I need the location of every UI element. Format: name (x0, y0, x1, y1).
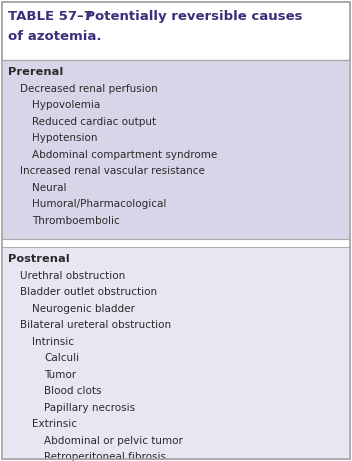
Text: Extrinsic: Extrinsic (32, 419, 77, 429)
Text: Retroperitoneal fibrosis: Retroperitoneal fibrosis (44, 452, 166, 461)
Text: Prerenal: Prerenal (8, 67, 63, 77)
Text: Papillary necrosis: Papillary necrosis (44, 402, 135, 413)
Text: Calculi: Calculi (44, 353, 79, 363)
Text: Bilateral ureteral obstruction: Bilateral ureteral obstruction (20, 320, 171, 330)
Text: Decreased renal perfusion: Decreased renal perfusion (20, 83, 158, 94)
Text: Blood clots: Blood clots (44, 386, 101, 396)
Text: Urethral obstruction: Urethral obstruction (20, 271, 125, 280)
Text: Bladder outlet obstruction: Bladder outlet obstruction (20, 287, 157, 297)
Text: Postrenal: Postrenal (8, 254, 70, 264)
Text: Humoral/Pharmacological: Humoral/Pharmacological (32, 199, 166, 209)
Bar (2, 60, 350, 239)
Text: Intrinsic: Intrinsic (32, 337, 74, 347)
Text: TABLE 57–7: TABLE 57–7 (8, 10, 93, 23)
Bar (2, 247, 350, 459)
Text: Hypotension: Hypotension (32, 133, 98, 143)
Text: Increased renal vascular resistance: Increased renal vascular resistance (20, 166, 205, 176)
Text: Neural: Neural (32, 183, 67, 193)
Text: Potentially reversible causes: Potentially reversible causes (76, 10, 302, 23)
Text: Neurogenic bladder: Neurogenic bladder (32, 303, 135, 313)
Text: Hypovolemia: Hypovolemia (32, 100, 100, 110)
Text: Reduced cardiac output: Reduced cardiac output (32, 117, 156, 126)
Text: Abdominal compartment syndrome: Abdominal compartment syndrome (32, 149, 217, 160)
Text: of azotemia.: of azotemia. (8, 30, 101, 43)
Text: Abdominal or pelvic tumor: Abdominal or pelvic tumor (44, 436, 183, 445)
Text: Thromboembolic: Thromboembolic (32, 215, 120, 225)
Text: Tumor: Tumor (44, 370, 76, 379)
